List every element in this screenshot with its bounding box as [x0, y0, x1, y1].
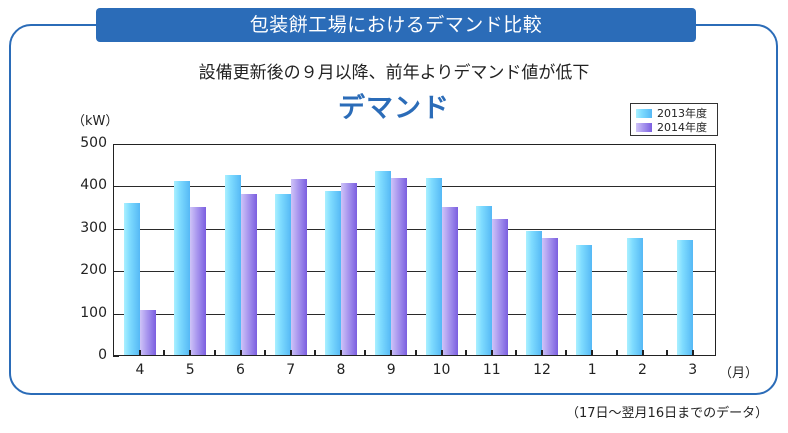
- legend-swatch-2014: [636, 122, 652, 132]
- bar-2013-month-4: [124, 203, 140, 355]
- x-tick-label: 3: [688, 362, 698, 378]
- y-tick-label: 0: [98, 347, 107, 363]
- y-tick-mark: [113, 271, 119, 273]
- x-tick-mark: [615, 350, 618, 356]
- bar-2014-month-5: [190, 207, 207, 355]
- bar-2013-month-9: [375, 171, 392, 355]
- x-tick-label: 10: [432, 362, 451, 378]
- legend-item-2013: 2013年度: [636, 106, 717, 120]
- x-tick-label: 8: [336, 362, 346, 378]
- x-tick-mark: [314, 350, 316, 356]
- chart-title: デマンド: [338, 93, 450, 124]
- y-tick-mark: [113, 186, 119, 188]
- bar-2014-month-4: [140, 310, 156, 355]
- bar-2013-month-5: [174, 181, 191, 355]
- y-tick-label: 100: [80, 304, 107, 321]
- y-tick-label: 500: [80, 135, 107, 151]
- legend-swatch-2013: [636, 108, 652, 118]
- footnote: （17日～翌月16日までのデータ）: [566, 406, 769, 421]
- bar-2013-month-11: [475, 205, 492, 355]
- x-tick-mark: [691, 350, 694, 356]
- x-tick-mark: [163, 350, 166, 356]
- x-tick-label: 7: [286, 362, 296, 378]
- x-tick-mark: [414, 350, 417, 356]
- legend-label: 2014年度: [657, 121, 707, 134]
- bar-2014-month-12: [542, 237, 558, 355]
- x-tick-mark: [641, 350, 644, 356]
- bar-2014-month-7: [290, 179, 307, 355]
- bar-2014-month-9: [391, 178, 408, 355]
- x-tick-label: 6: [236, 362, 245, 378]
- x-tick-mark: [364, 350, 367, 356]
- bar-2013-month-6: [224, 174, 241, 355]
- bar-2013-month-2: [626, 238, 643, 355]
- gridline: [114, 271, 715, 273]
- page-title: 包装餅工場におけるデマンド比較: [96, 8, 696, 42]
- x-tick-label: 11: [482, 362, 501, 378]
- x-tick-mark: [541, 350, 543, 356]
- gridline: [114, 313, 715, 315]
- x-tick-mark: [515, 350, 517, 356]
- bar-2013-month-12: [526, 230, 542, 355]
- bar-2013-month-7: [274, 194, 291, 355]
- x-tick-label: 1: [587, 362, 597, 378]
- y-tick-mark: [113, 144, 119, 145]
- x-tick-mark: [665, 350, 668, 356]
- plot-area: [113, 144, 716, 357]
- x-tick-label: 5: [185, 362, 195, 378]
- gridline: [114, 186, 715, 188]
- y-tick-label: 300: [80, 219, 107, 236]
- x-tick-label: 2: [638, 362, 647, 378]
- bar-2013-month-3: [676, 240, 693, 355]
- bar-2014-month-8: [341, 183, 357, 355]
- x-tick-mark: [440, 350, 443, 356]
- y-tick-mark: [113, 313, 119, 315]
- legend-item-2014: 2014年度: [636, 120, 717, 134]
- x-tick-mark: [213, 350, 216, 356]
- bar-2013-month-10: [425, 178, 442, 355]
- x-tick-mark: [390, 350, 393, 356]
- x-tick-mark: [239, 350, 242, 356]
- x-tick-mark: [263, 350, 266, 356]
- x-tick-label: 12: [533, 362, 551, 378]
- bar-2013-month-8: [325, 191, 341, 355]
- chart-subtitle: 設備更新後の９月以降、前年よりデマンド値が低下: [198, 63, 590, 83]
- x-tick-mark: [464, 350, 467, 356]
- x-axis-unit: （月）: [719, 366, 759, 381]
- y-tick-label: 200: [80, 262, 107, 279]
- x-tick-label: 9: [386, 362, 396, 378]
- bar-2014-month-11: [491, 219, 508, 355]
- y-axis-unit: （kW）: [72, 114, 119, 129]
- y-tick-mark: [113, 228, 119, 230]
- bar-2013-month-1: [576, 244, 593, 355]
- x-tick-mark: [189, 350, 192, 356]
- x-tick-mark: [139, 350, 141, 356]
- x-tick-mark: [591, 350, 594, 356]
- y-tick-label: 400: [80, 177, 107, 194]
- legend-label: 2013年度: [657, 107, 707, 120]
- gridline: [114, 228, 715, 230]
- x-tick-mark: [490, 350, 493, 356]
- x-tick-mark: [565, 350, 568, 356]
- bar-2014-month-10: [441, 207, 458, 355]
- x-tick-label: 4: [135, 362, 145, 378]
- bar-2014-month-6: [240, 193, 257, 355]
- legend: 2013年度 2014年度: [630, 103, 718, 136]
- x-tick-mark: [289, 350, 292, 356]
- x-tick-mark: [340, 350, 342, 356]
- y-tick-mark: [113, 356, 119, 357]
